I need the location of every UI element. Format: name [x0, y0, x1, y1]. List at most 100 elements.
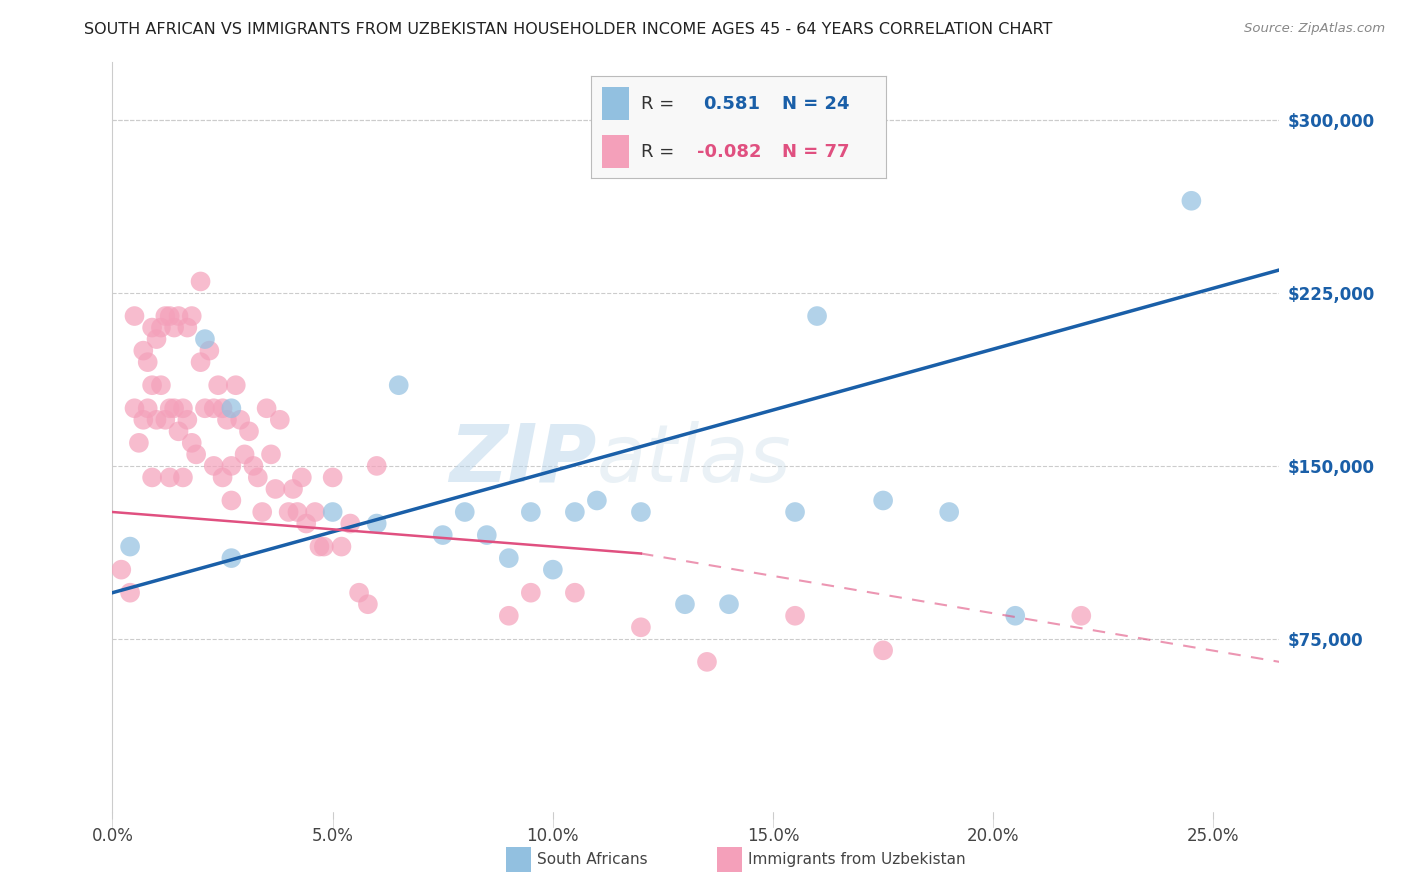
Point: [211, 401, 233, 416]
Point: [238, 425, 260, 439]
Point: [221, 493, 243, 508]
Point: [167, 425, 190, 439]
Point: [938, 505, 960, 519]
Point: [250, 505, 273, 519]
Point: [630, 620, 652, 634]
Point: [180, 309, 202, 323]
Point: [366, 458, 388, 473]
Point: [260, 447, 283, 461]
Point: [128, 435, 150, 450]
Text: -0.082: -0.082: [697, 143, 761, 161]
Point: [155, 309, 177, 323]
Point: [366, 516, 388, 531]
Point: [110, 563, 132, 577]
Point: [194, 401, 217, 416]
Point: [564, 585, 586, 599]
Point: [1004, 608, 1026, 623]
Point: [172, 470, 194, 484]
Point: [454, 505, 477, 519]
Point: [696, 655, 718, 669]
Point: [541, 563, 564, 577]
Point: [264, 482, 287, 496]
Point: [198, 343, 221, 358]
Point: [295, 516, 318, 531]
Point: [202, 458, 225, 473]
Point: [586, 493, 609, 508]
Point: [180, 435, 202, 450]
Point: [498, 608, 520, 623]
Point: [498, 551, 520, 566]
Text: 0.581: 0.581: [703, 95, 759, 112]
Text: atlas: atlas: [596, 420, 792, 499]
Point: [186, 447, 208, 461]
Point: [246, 470, 269, 484]
Text: Source: ZipAtlas.com: Source: ZipAtlas.com: [1244, 22, 1385, 36]
Point: [159, 401, 181, 416]
Point: [167, 309, 190, 323]
Point: [287, 505, 309, 519]
Point: [256, 401, 278, 416]
Point: [322, 505, 344, 519]
Point: [141, 470, 163, 484]
Point: [124, 401, 146, 416]
Point: [233, 447, 256, 461]
Point: [225, 378, 247, 392]
Point: [304, 505, 326, 519]
Point: [872, 643, 894, 657]
Point: [717, 597, 740, 611]
Text: N = 24: N = 24: [782, 95, 851, 112]
Point: [242, 458, 264, 473]
Point: [141, 378, 163, 392]
Point: [155, 413, 177, 427]
Point: [163, 401, 186, 416]
Point: [520, 585, 543, 599]
Point: [229, 413, 252, 427]
Point: [163, 320, 186, 334]
Point: [269, 413, 291, 427]
Point: [330, 540, 353, 554]
Point: [132, 413, 155, 427]
Point: [388, 378, 411, 392]
Point: [149, 378, 172, 392]
Point: [176, 320, 198, 334]
Point: [190, 275, 212, 289]
Point: [308, 540, 330, 554]
Point: [176, 413, 198, 427]
Text: R =: R =: [641, 143, 679, 161]
Text: R =: R =: [641, 95, 679, 112]
Point: [221, 458, 243, 473]
Point: [673, 597, 696, 611]
Point: [322, 470, 344, 484]
Point: [145, 332, 167, 346]
Point: [312, 540, 335, 554]
Point: [211, 470, 233, 484]
Text: SOUTH AFRICAN VS IMMIGRANTS FROM UZBEKISTAN HOUSEHOLDER INCOME AGES 45 - 64 YEAR: SOUTH AFRICAN VS IMMIGRANTS FROM UZBEKIS…: [84, 22, 1053, 37]
Text: Immigrants from Uzbekistan: Immigrants from Uzbekistan: [748, 853, 966, 867]
Point: [783, 608, 806, 623]
Text: ZIP: ZIP: [450, 420, 596, 499]
Point: [291, 470, 314, 484]
Point: [432, 528, 454, 542]
Point: [172, 401, 194, 416]
Point: [475, 528, 498, 542]
Bar: [602, 136, 628, 168]
Point: [221, 401, 243, 416]
Bar: [602, 87, 628, 120]
Point: [132, 343, 155, 358]
Point: [120, 585, 142, 599]
Point: [630, 505, 652, 519]
Point: [149, 320, 172, 334]
Point: [141, 320, 163, 334]
Text: N = 77: N = 77: [782, 143, 851, 161]
Point: [520, 505, 543, 519]
Point: [120, 540, 142, 554]
Point: [339, 516, 361, 531]
Text: South Africans: South Africans: [537, 853, 648, 867]
Point: [281, 482, 304, 496]
Point: [215, 413, 238, 427]
Point: [159, 470, 181, 484]
Point: [1070, 608, 1092, 623]
Point: [783, 505, 806, 519]
Point: [202, 401, 225, 416]
Point: [872, 493, 894, 508]
